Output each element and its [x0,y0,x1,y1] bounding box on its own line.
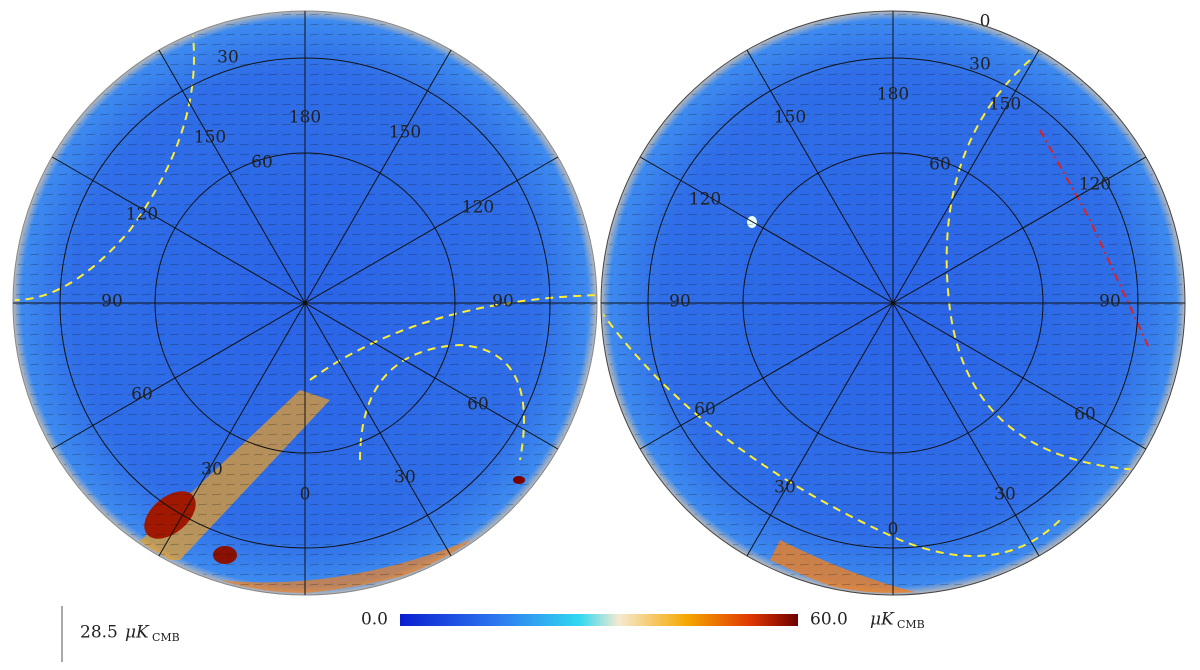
grid-label: 30 [994,485,1016,505]
scale-bar-unit: μK [125,623,150,643]
grid-label: 150 [194,128,226,148]
meridian [639,156,1147,450]
grid-label: 30 [394,468,416,488]
grid-label: 180 [289,108,321,128]
grid-label: 30 [217,48,239,68]
colorbar-unit: μK [870,610,895,630]
grid-label: 60 [1074,405,1096,425]
grid-label: 120 [126,205,158,225]
grid-label: 90 [669,292,691,312]
colorbar-tick-label: 0.0 [361,610,388,630]
grid-label: 120 [1079,175,1111,195]
grid-label: 30 [969,55,991,75]
grid-label: 0 [300,485,311,505]
grid-label: 150 [774,108,806,128]
grid-label: 180 [877,85,909,105]
colorbar-unit-subscript: CMB [897,618,925,631]
grid-label: 60 [251,153,273,173]
grid-label: 120 [462,198,494,218]
scale-bar-value: 28.5 [80,623,118,643]
grid-label: 60 [694,400,716,420]
grid-label: 30 [774,478,796,498]
grid-label: 60 [467,395,489,415]
grid-label: 120 [689,190,721,210]
grid-label: 60 [131,385,153,405]
grid-label: 150 [989,95,1021,115]
scale-bar-unit-subscript: CMB [152,631,180,644]
grid-label: 30 [201,460,223,480]
grid-label: 0 [888,520,899,540]
grid-label: 60 [929,155,951,175]
grid-label: 150 [389,123,421,143]
graticules [13,11,1185,595]
grid-label: 90 [101,292,123,312]
colorbar [400,614,798,626]
grid-label: 0 [980,12,991,32]
colorbar-tick-label: 60.0 [810,610,848,630]
grid-label: 90 [1099,292,1121,312]
grid-label: 90 [492,292,514,312]
meridian [51,156,559,450]
